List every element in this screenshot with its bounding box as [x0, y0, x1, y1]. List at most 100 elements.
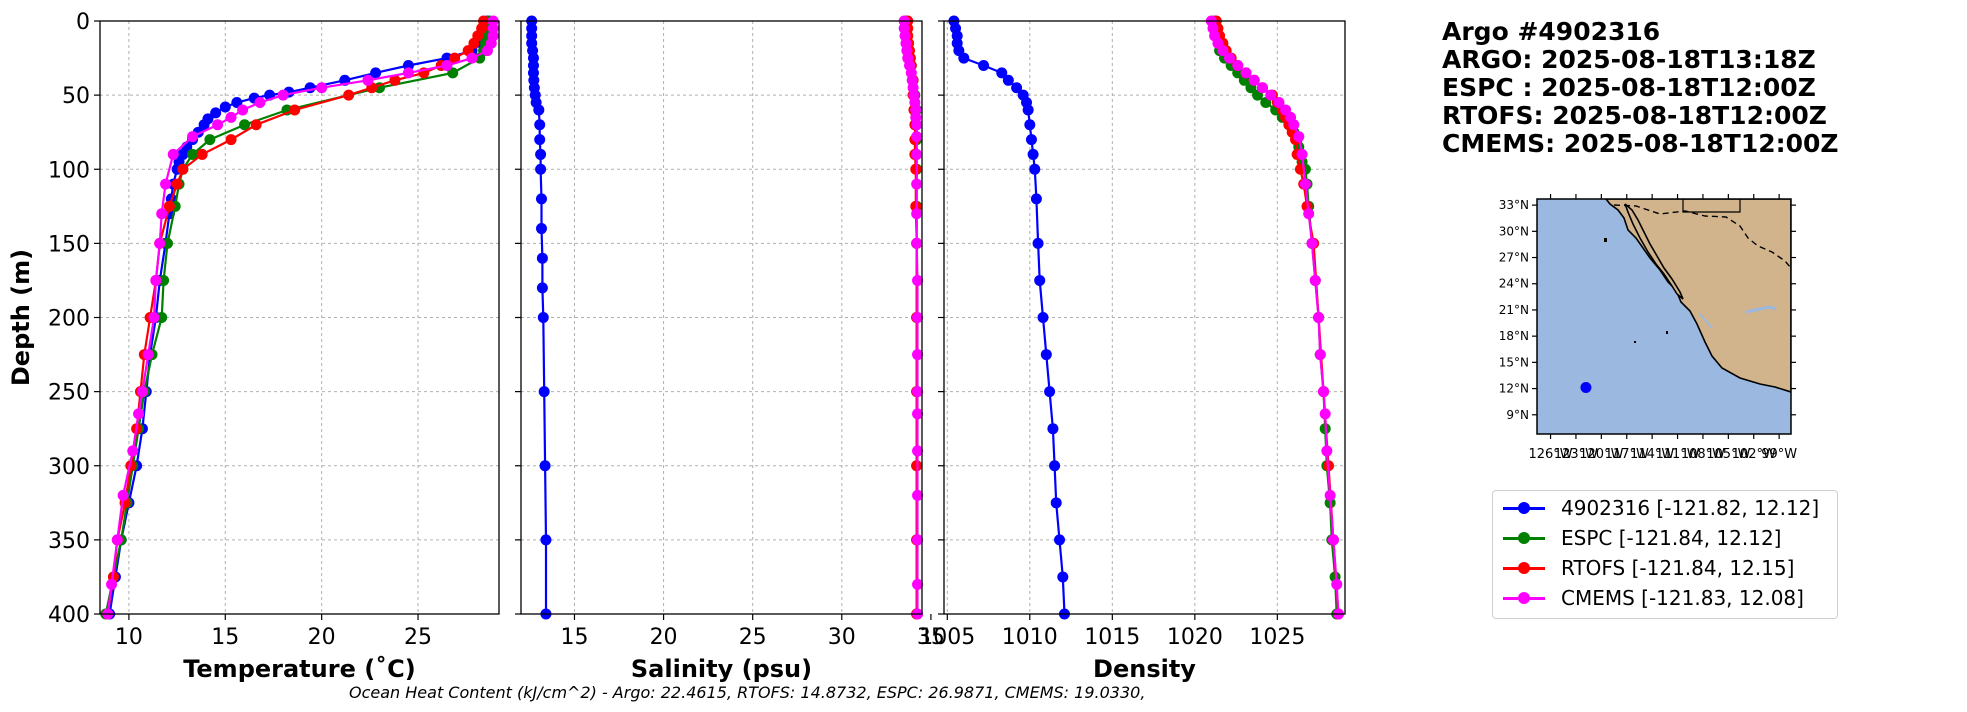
legend-item-cmems: CMEMS [-121.83, 12.08] [1501, 584, 1804, 612]
us-mexico-border [1613, 204, 1791, 269]
data-point-cmems [117, 489, 129, 501]
data-point-cmems [1296, 148, 1308, 160]
data-point-4902316 [535, 223, 547, 235]
data-point-4902316 [1025, 134, 1037, 146]
temperature-x-label: Temperature (˚C) [183, 655, 416, 683]
data-point-espc [161, 237, 173, 249]
map-lon-label: 114°W [1630, 447, 1674, 462]
map-lon-label: 105°W [1706, 447, 1750, 462]
salinity-panel: 15 20 25 30 35 Salinity (psu) [515, 15, 945, 683]
data-point-4902316 [1011, 82, 1023, 94]
data-point-cmems [1314, 349, 1326, 361]
data-point-cmems [142, 349, 154, 361]
data-point-cmems [912, 578, 924, 590]
data-point-4902316 [1030, 193, 1042, 205]
legend: 4902316 [-121.82, 12.12] ESPC [-121.84, … [1492, 490, 1838, 619]
data-point-cmems [912, 534, 924, 546]
data-point-cmems [362, 74, 374, 86]
island-clarion [1634, 341, 1636, 343]
density-x-ticks: 1005 1010 1015 1020 1025 [919, 614, 1305, 650]
density-grid [944, 21, 1345, 614]
data-point-rtofs [468, 37, 480, 49]
data-point-4902316 [538, 386, 550, 398]
data-point-cmems [1248, 74, 1260, 86]
data-point-4902316 [539, 460, 551, 472]
salinity-x-ticks: 15 20 25 30 35 [560, 614, 945, 650]
x-tick-label: 20 [308, 625, 336, 650]
data-point-cmems [1318, 386, 1330, 398]
y-tick-label: 250 [48, 381, 90, 406]
data-point-4902316 [536, 252, 548, 264]
map-lat-label: 24°N [1499, 277, 1529, 291]
data-point-cmems [106, 578, 118, 590]
map-lon-labels: 126°W123°W120°W117°W114°W111°W108°W105°W… [1528, 194, 1797, 462]
data-point-4902316 [1032, 237, 1044, 249]
data-point-cmems [237, 104, 249, 116]
data-point-cmems [911, 119, 923, 131]
data-point-cmems [212, 119, 224, 131]
data-point-cmems [912, 349, 924, 361]
data-point-espc [156, 312, 168, 323]
data-point-4902316 [198, 119, 210, 131]
data-point-cmems [1324, 489, 1336, 501]
data-point-cmems [167, 148, 179, 160]
map-lon-label: 99°W [1761, 447, 1797, 462]
x-tick-label: 1010 [1002, 625, 1058, 650]
x-tick-label: 20 [650, 625, 678, 650]
data-point-cmems [316, 82, 328, 94]
density-series [948, 15, 1344, 620]
data-point-4902316 [1044, 386, 1056, 398]
espc-time: ESPC : 2025-08-18T12:00Z [1442, 73, 1816, 102]
data-point-4902316 [1029, 163, 1041, 175]
temperature-panel: 10 15 20 25 0 50 100 150 200 250 300 350 400 Temper… [7, 10, 500, 683]
data-point-cmems [148, 312, 160, 323]
location-map: 33°N 30°N 27°N 24°N 21°N 18°N 15°N 12°N 9°N 126°… [1499, 194, 1797, 462]
data-point-cmems [111, 534, 123, 546]
data-point-cmems [1321, 445, 1333, 457]
data-point-4902316 [536, 282, 548, 294]
legend-marker [1501, 524, 1547, 552]
float-position-marker [1580, 382, 1592, 394]
data-point-cmems [441, 59, 453, 71]
map-lat-label: 15°N [1499, 355, 1529, 369]
density-y-ticks [938, 20, 944, 615]
data-point-cmems [1303, 208, 1315, 220]
y-tick-label: 0 [76, 10, 90, 35]
data-point-cmems [912, 408, 924, 420]
salinity-series [526, 15, 924, 620]
x-tick-label: 25 [404, 625, 432, 650]
x-tick-label: 1020 [1167, 625, 1223, 650]
data-point-cmems [154, 237, 166, 249]
data-point-cmems [1313, 312, 1325, 323]
x-tick-label: 1005 [919, 625, 975, 650]
data-point-cmems [187, 131, 199, 143]
data-point-4902316 [1022, 104, 1034, 116]
data-point-cmems [911, 237, 923, 249]
legend-label: CMEMS [-121.83, 12.08] [1561, 586, 1804, 610]
data-point-cmems [912, 445, 924, 457]
data-point-cmems [912, 312, 924, 323]
legend-label: ESPC [-121.84, 12.12] [1561, 526, 1782, 550]
data-point-4902316 [958, 52, 970, 64]
data-point-cmems [1217, 45, 1229, 57]
data-point-4902316 [1037, 312, 1049, 323]
data-point-cmems [150, 274, 162, 286]
data-point-espc [239, 119, 251, 131]
data-point-cmems [1331, 578, 1343, 590]
data-point-espc [187, 148, 199, 160]
x-tick-label: 30 [828, 625, 856, 650]
info-block: Argo #4902316 ARGO: 2025-08-18T13:18Z ES… [1442, 18, 1839, 158]
rtofs-time: RTOFS: 2025-08-18T12:00Z [1442, 101, 1827, 130]
data-point-4902316 [219, 101, 231, 113]
data-point-4902316 [535, 193, 547, 205]
data-point-espc [204, 134, 216, 146]
ohc-footer: Ocean Heat Content (kJ/cm^2) - Argo: 22.… [349, 683, 1146, 702]
data-point-cmems [1265, 89, 1277, 101]
data-point-cmems [912, 489, 924, 501]
y-tick-label: 150 [48, 232, 90, 257]
data-point-cmems [911, 178, 923, 190]
y-tick-label: 50 [62, 84, 90, 109]
map-lon-label: 102°W [1732, 447, 1776, 462]
data-point-cmems [1240, 67, 1252, 79]
data-point-4902316 [534, 134, 546, 146]
